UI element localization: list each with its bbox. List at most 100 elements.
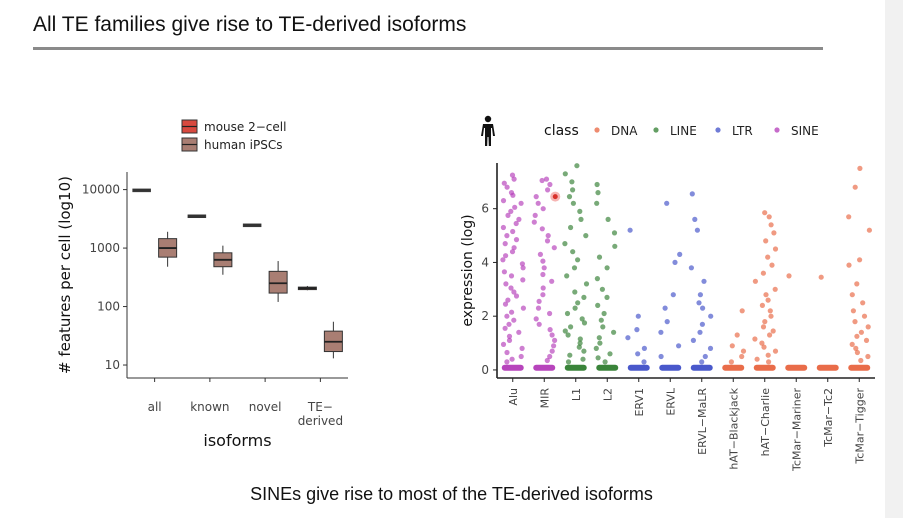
boxplot-x-tick-label: all (148, 400, 162, 414)
scatter-point (509, 172, 516, 178)
scatter-point (501, 180, 507, 186)
scatter-point (504, 233, 510, 239)
scatter-point (771, 230, 777, 236)
scatter-point (768, 222, 774, 228)
scatter-point (770, 328, 776, 334)
scatter-point (772, 348, 779, 354)
scatter-point (854, 333, 860, 339)
scatter-point (759, 340, 765, 346)
scatter-legend-key (653, 127, 659, 133)
scatter-point (739, 353, 745, 360)
scatter-point (536, 298, 542, 304)
highlighted-point (552, 194, 558, 200)
scatter-point (611, 329, 617, 335)
scatter-point (551, 245, 557, 251)
scatter-baseline-cluster (722, 364, 745, 371)
scatter-point (535, 305, 542, 311)
scatter-point (552, 337, 558, 343)
scatter-point (513, 237, 520, 243)
slide-title: All TE families give rise to TE-derived … (33, 13, 467, 36)
scatter-point (510, 228, 516, 235)
scatter-point (547, 310, 553, 317)
scatter-point (575, 300, 581, 306)
scatter-point (504, 313, 510, 319)
scatter-point (547, 353, 553, 360)
scatter-point (545, 233, 551, 239)
scatter-point (577, 208, 583, 214)
scatter-point (689, 191, 695, 197)
scatter-point (865, 353, 871, 360)
scatter-point (506, 333, 513, 339)
scatter-point (696, 300, 702, 306)
scatter-point (520, 265, 526, 271)
scatter-point (578, 216, 584, 222)
boxplot-y-tick-label: 10000 (82, 183, 120, 197)
scatter-point (699, 321, 706, 327)
scatter-point (762, 210, 768, 216)
scatter-x-tick-label: TcMar−Mariner (790, 388, 803, 472)
scatter-point (765, 254, 771, 260)
scatter-point (570, 187, 576, 193)
scatter-point (700, 305, 706, 311)
scatter-point (505, 212, 511, 218)
scatter-point (500, 257, 506, 263)
scatter-point (594, 181, 600, 188)
human-figure-icon (481, 115, 495, 146)
scatter-point (846, 214, 852, 220)
scatter-point (604, 265, 610, 271)
scatter-point (601, 310, 607, 317)
scatter-point (503, 281, 509, 287)
scatter-point (858, 329, 865, 335)
scatter-point (504, 359, 510, 365)
scatter-point (594, 276, 601, 282)
scatter-point (701, 278, 707, 284)
scatter-point (502, 301, 509, 307)
scatter-baseline-cluster (596, 364, 619, 371)
scatter-point (786, 273, 792, 279)
scatter-point (580, 356, 586, 362)
scatter-point (551, 343, 557, 349)
scatter-point (562, 241, 568, 247)
scatter-point (569, 179, 575, 185)
scatter-point (760, 324, 767, 330)
scatter-point (734, 332, 740, 338)
scatter-point (702, 353, 708, 360)
scatter-point (697, 329, 703, 335)
scatter-legend-title: class (544, 123, 579, 139)
scatter-point (699, 359, 705, 365)
scatter-point (769, 262, 775, 268)
scatter-point (593, 345, 599, 351)
scatter-baseline-cluster (533, 364, 556, 371)
scatter-point (600, 324, 606, 330)
scatter-point (516, 329, 522, 335)
scatter-point (501, 269, 507, 275)
scatter-point (536, 321, 542, 327)
scatter-x-tick-label: MIR (538, 388, 551, 409)
scatter-point (688, 265, 695, 271)
scatter-point (509, 249, 516, 255)
scatter-point (574, 163, 580, 169)
scatter-baseline-cluster (564, 364, 587, 371)
scatter-point (540, 258, 546, 264)
scatter-point (767, 308, 773, 314)
box-0-2 (242, 223, 262, 228)
boxplot-x-tick-label: known (190, 400, 229, 414)
scatter-point (581, 294, 587, 300)
scatter-point (818, 274, 824, 280)
scatter-legend-key (715, 127, 721, 133)
scatter-point (850, 308, 857, 314)
scatter-point (602, 359, 608, 365)
scatter-point (509, 309, 515, 315)
scatter-point (595, 190, 601, 196)
scatter-point (599, 286, 606, 292)
slide-subtitle: SINEs give rise to most of the TE-derive… (250, 484, 653, 504)
scatter-point (565, 359, 572, 365)
scatter-point (519, 345, 525, 351)
scatter-legend-key (774, 127, 780, 133)
scatter-point (513, 293, 520, 299)
scatter-point (532, 212, 538, 218)
scatter-baseline-cluster (690, 364, 713, 371)
boxplot-y-tick-label: 1000 (89, 241, 120, 255)
scatter-point (849, 341, 855, 347)
scatter-point (531, 219, 537, 225)
